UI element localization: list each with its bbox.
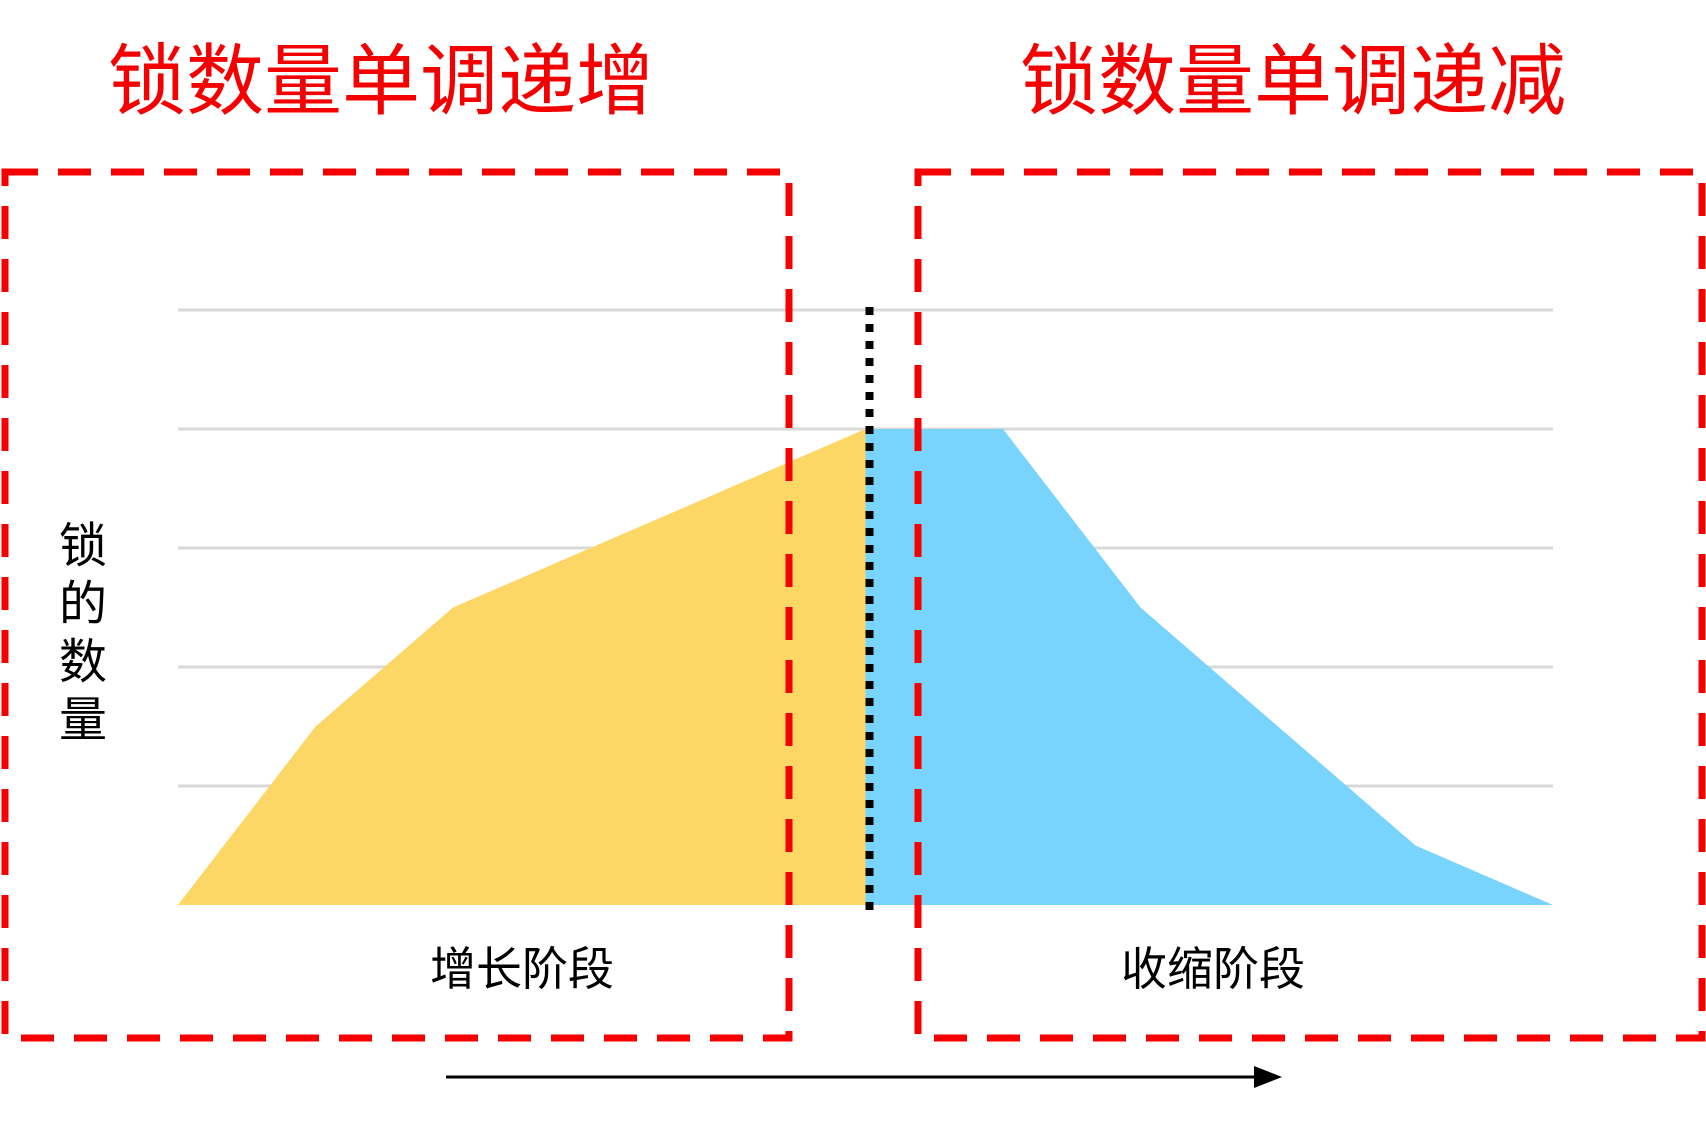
growth-area (178, 429, 866, 905)
area-series (178, 429, 1553, 905)
shrink-area (865, 429, 1553, 905)
y-axis-label: 锁的数量 (50, 520, 106, 752)
shrink-phase-box (914, 168, 1706, 1042)
shrink-phase-title: 锁数量单调递减 (1020, 37, 1566, 127)
growth-phase-title: 锁数量单调递增 (108, 37, 654, 127)
shrink-phase-label: 收缩阶段 (1121, 942, 1305, 996)
growth-phase-box (1, 168, 793, 1042)
growth-phase-label: 增长阶段 (430, 942, 614, 996)
arrow-right-icon (446, 1066, 1282, 1088)
